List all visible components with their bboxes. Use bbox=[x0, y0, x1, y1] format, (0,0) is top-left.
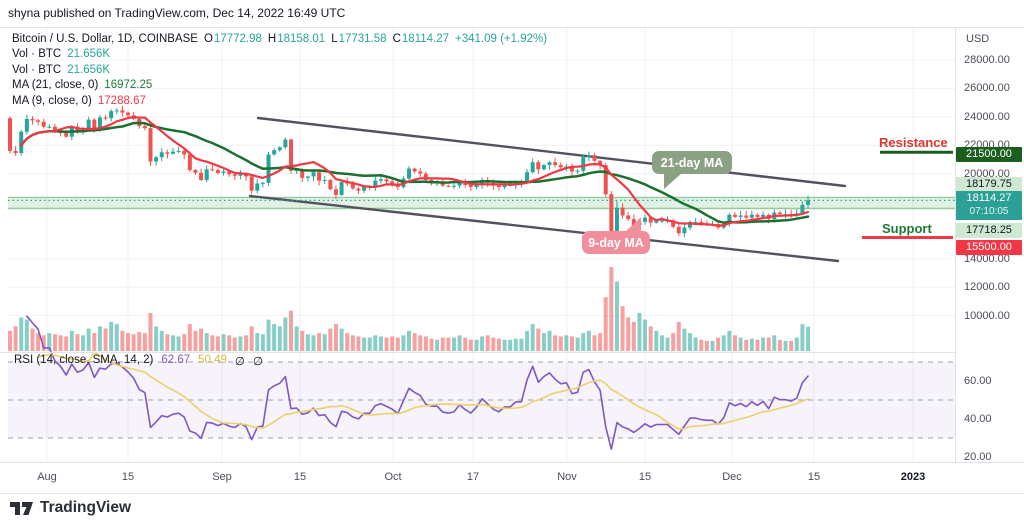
resistance-label[interactable]: Resistance bbox=[879, 135, 948, 150]
axis-tick-label: 28000.00 bbox=[964, 54, 1010, 66]
low-value: 17731.58 bbox=[338, 32, 387, 45]
date-tick-label: Aug bbox=[37, 471, 57, 483]
date-tick-label: Dec bbox=[722, 471, 742, 483]
axis-tick-label: 10000.00 bbox=[964, 309, 1010, 322]
ma21-callout[interactable]: 21-day MA bbox=[652, 151, 732, 189]
rsi-ma-value: 50.49 bbox=[198, 354, 227, 366]
date-tick-label: Oct bbox=[384, 471, 402, 483]
publication-note: shyna published on TradingView.com, Dec … bbox=[8, 6, 346, 20]
date-tick-label: 2023 bbox=[900, 471, 926, 483]
open-label: O bbox=[203, 32, 213, 45]
ma21-legend-row[interactable]: MA (21, close, 0) 16972.25 bbox=[12, 78, 547, 94]
volume-value: 21.656K bbox=[67, 63, 111, 76]
date-tick-label: 17 bbox=[466, 471, 480, 483]
date-tick-label: Nov bbox=[557, 471, 577, 483]
rsi-band-value-2: ∅ bbox=[252, 356, 263, 368]
date-tick-label: 15 bbox=[638, 471, 652, 483]
date-tick-label: 15 bbox=[807, 471, 821, 483]
tradingview-logo-icon bbox=[10, 502, 33, 515]
currency-label: USD bbox=[966, 33, 990, 45]
resistance-price-badge: 21500.00 bbox=[956, 147, 1022, 162]
rsi-legend-row[interactable]: RSI (14, close, SMA, 14, 2) 62.67 50.49 … bbox=[14, 354, 263, 368]
ma9-legend-row[interactable]: MA (9, close, 0) 17288.67 bbox=[12, 93, 547, 109]
change-value: +341.09 (+1.92%) bbox=[455, 32, 548, 45]
date-tick-label: 15 bbox=[293, 471, 307, 483]
symbol-title: Bitcoin / U.S. Dollar, 1D, COINBASE bbox=[12, 32, 198, 45]
tradingview-branding[interactable]: TradingView bbox=[10, 498, 131, 518]
ma9-label: MA (9, close, 0) bbox=[12, 94, 92, 107]
chart-legend: Bitcoin / U.S. Dollar, 1D, COINBASE O 177… bbox=[12, 31, 547, 109]
upper-level-badge: 18179.75 bbox=[956, 177, 1022, 192]
lower-level-badge: 17718.25 bbox=[956, 223, 1022, 238]
price-axis[interactable]: USD 28000.00 26000.00 24000.00 22000.00 2000… bbox=[956, 0, 1024, 526]
rsi-value: 62.67 bbox=[161, 354, 191, 366]
axis-tick-label: 12000.00 bbox=[964, 281, 1010, 294]
ma21-value: 16972.25 bbox=[104, 79, 153, 92]
date-tick-label: Sep bbox=[212, 471, 232, 483]
axis-tick-label: 60.00 bbox=[964, 375, 992, 387]
low-label: L bbox=[331, 32, 338, 45]
bar-countdown: 07:10:05 bbox=[969, 206, 1009, 217]
axis-tick-label: 20000.00 bbox=[964, 167, 1010, 180]
close-value: 18114.27 bbox=[401, 32, 449, 45]
support-label[interactable]: Support bbox=[882, 221, 932, 236]
axis-tick-label: 20.00 bbox=[964, 451, 992, 463]
open-value: 17772.98 bbox=[213, 32, 262, 45]
axis-tick-label: 40.00 bbox=[964, 413, 992, 425]
support-price-badge: 15500.00 bbox=[956, 240, 1022, 255]
volume-label: Vol · BTC bbox=[12, 48, 62, 61]
rsi-band-value-1: ∅ bbox=[234, 356, 245, 368]
volume-legend-row-1[interactable]: Vol · BTC 21.656K bbox=[12, 47, 547, 63]
ma9-value: 17288.67 bbox=[97, 94, 146, 107]
rsi-label: RSI (14, close, SMA, 14, 2) bbox=[14, 354, 154, 366]
high-value: 18158.01 bbox=[277, 32, 326, 45]
axis-tick-label: 26000.00 bbox=[964, 82, 1010, 95]
ma21-label: MA (21, close, 0) bbox=[12, 79, 99, 92]
close-label: C bbox=[392, 32, 401, 45]
volume-value: 21.656K bbox=[67, 48, 111, 61]
date-tick-label: 15 bbox=[121, 471, 135, 483]
brand-name: TradingView bbox=[40, 499, 132, 516]
volume-legend-row-2[interactable]: Vol · BTC 21.656K bbox=[12, 62, 547, 78]
high-label: H bbox=[267, 32, 277, 45]
volume-label: Vol · BTC bbox=[12, 63, 62, 76]
axis-tick-label: 14000.00 bbox=[964, 252, 1010, 265]
ma9-callout[interactable]: 9-day MA bbox=[582, 217, 650, 254]
last-price-value: 18114.27 bbox=[966, 192, 1012, 204]
time-axis[interactable]: Aug 15 Sep 15 Oct 17 Nov 15 Dec 15 2023 bbox=[0, 463, 955, 493]
axis-tick-label: 24000.00 bbox=[964, 110, 1010, 123]
last-price-badge: 18114.27 07:10:05 bbox=[956, 191, 1022, 220]
symbol-legend-row[interactable]: Bitcoin / U.S. Dollar, 1D, COINBASE O 177… bbox=[12, 31, 547, 47]
